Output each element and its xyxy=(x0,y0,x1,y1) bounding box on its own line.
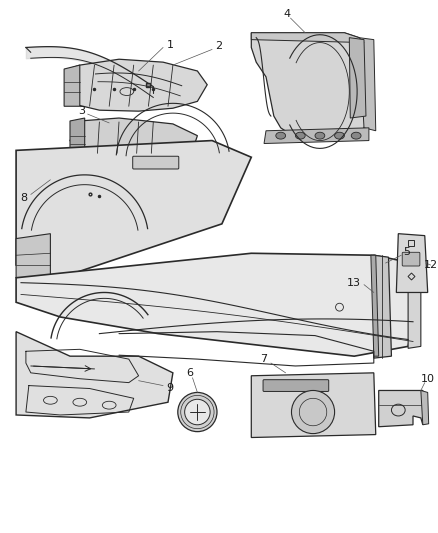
Polygon shape xyxy=(65,59,207,111)
Text: 10: 10 xyxy=(421,374,434,384)
Text: 8: 8 xyxy=(21,193,28,204)
Polygon shape xyxy=(251,33,369,141)
Polygon shape xyxy=(251,33,364,43)
Ellipse shape xyxy=(315,132,325,139)
Text: 13: 13 xyxy=(347,278,361,288)
Polygon shape xyxy=(16,332,173,418)
Polygon shape xyxy=(16,253,421,356)
Text: 7: 7 xyxy=(261,354,268,364)
Text: 4: 4 xyxy=(283,9,290,19)
Circle shape xyxy=(178,392,217,432)
Polygon shape xyxy=(251,373,376,438)
Text: 12: 12 xyxy=(424,260,438,270)
Polygon shape xyxy=(16,141,251,278)
Ellipse shape xyxy=(335,132,344,139)
Polygon shape xyxy=(396,233,427,293)
Polygon shape xyxy=(359,38,376,131)
Polygon shape xyxy=(379,391,425,427)
Polygon shape xyxy=(70,118,85,155)
Polygon shape xyxy=(374,255,392,358)
Text: 5: 5 xyxy=(404,247,410,257)
Ellipse shape xyxy=(276,132,286,139)
Text: 6: 6 xyxy=(186,368,193,378)
FancyBboxPatch shape xyxy=(263,379,329,391)
Polygon shape xyxy=(349,38,366,118)
Polygon shape xyxy=(421,391,429,425)
FancyBboxPatch shape xyxy=(402,252,420,266)
Ellipse shape xyxy=(351,132,361,139)
Polygon shape xyxy=(371,255,379,356)
Polygon shape xyxy=(70,118,198,159)
Ellipse shape xyxy=(295,132,305,139)
Polygon shape xyxy=(264,128,369,143)
Polygon shape xyxy=(16,233,50,278)
Text: 1: 1 xyxy=(166,39,173,50)
Text: 3: 3 xyxy=(78,106,85,116)
Polygon shape xyxy=(64,65,80,106)
Circle shape xyxy=(291,391,335,434)
Text: 9: 9 xyxy=(166,383,173,392)
Text: 2: 2 xyxy=(215,42,223,52)
FancyBboxPatch shape xyxy=(133,156,179,169)
Polygon shape xyxy=(408,282,421,349)
Circle shape xyxy=(185,399,210,425)
